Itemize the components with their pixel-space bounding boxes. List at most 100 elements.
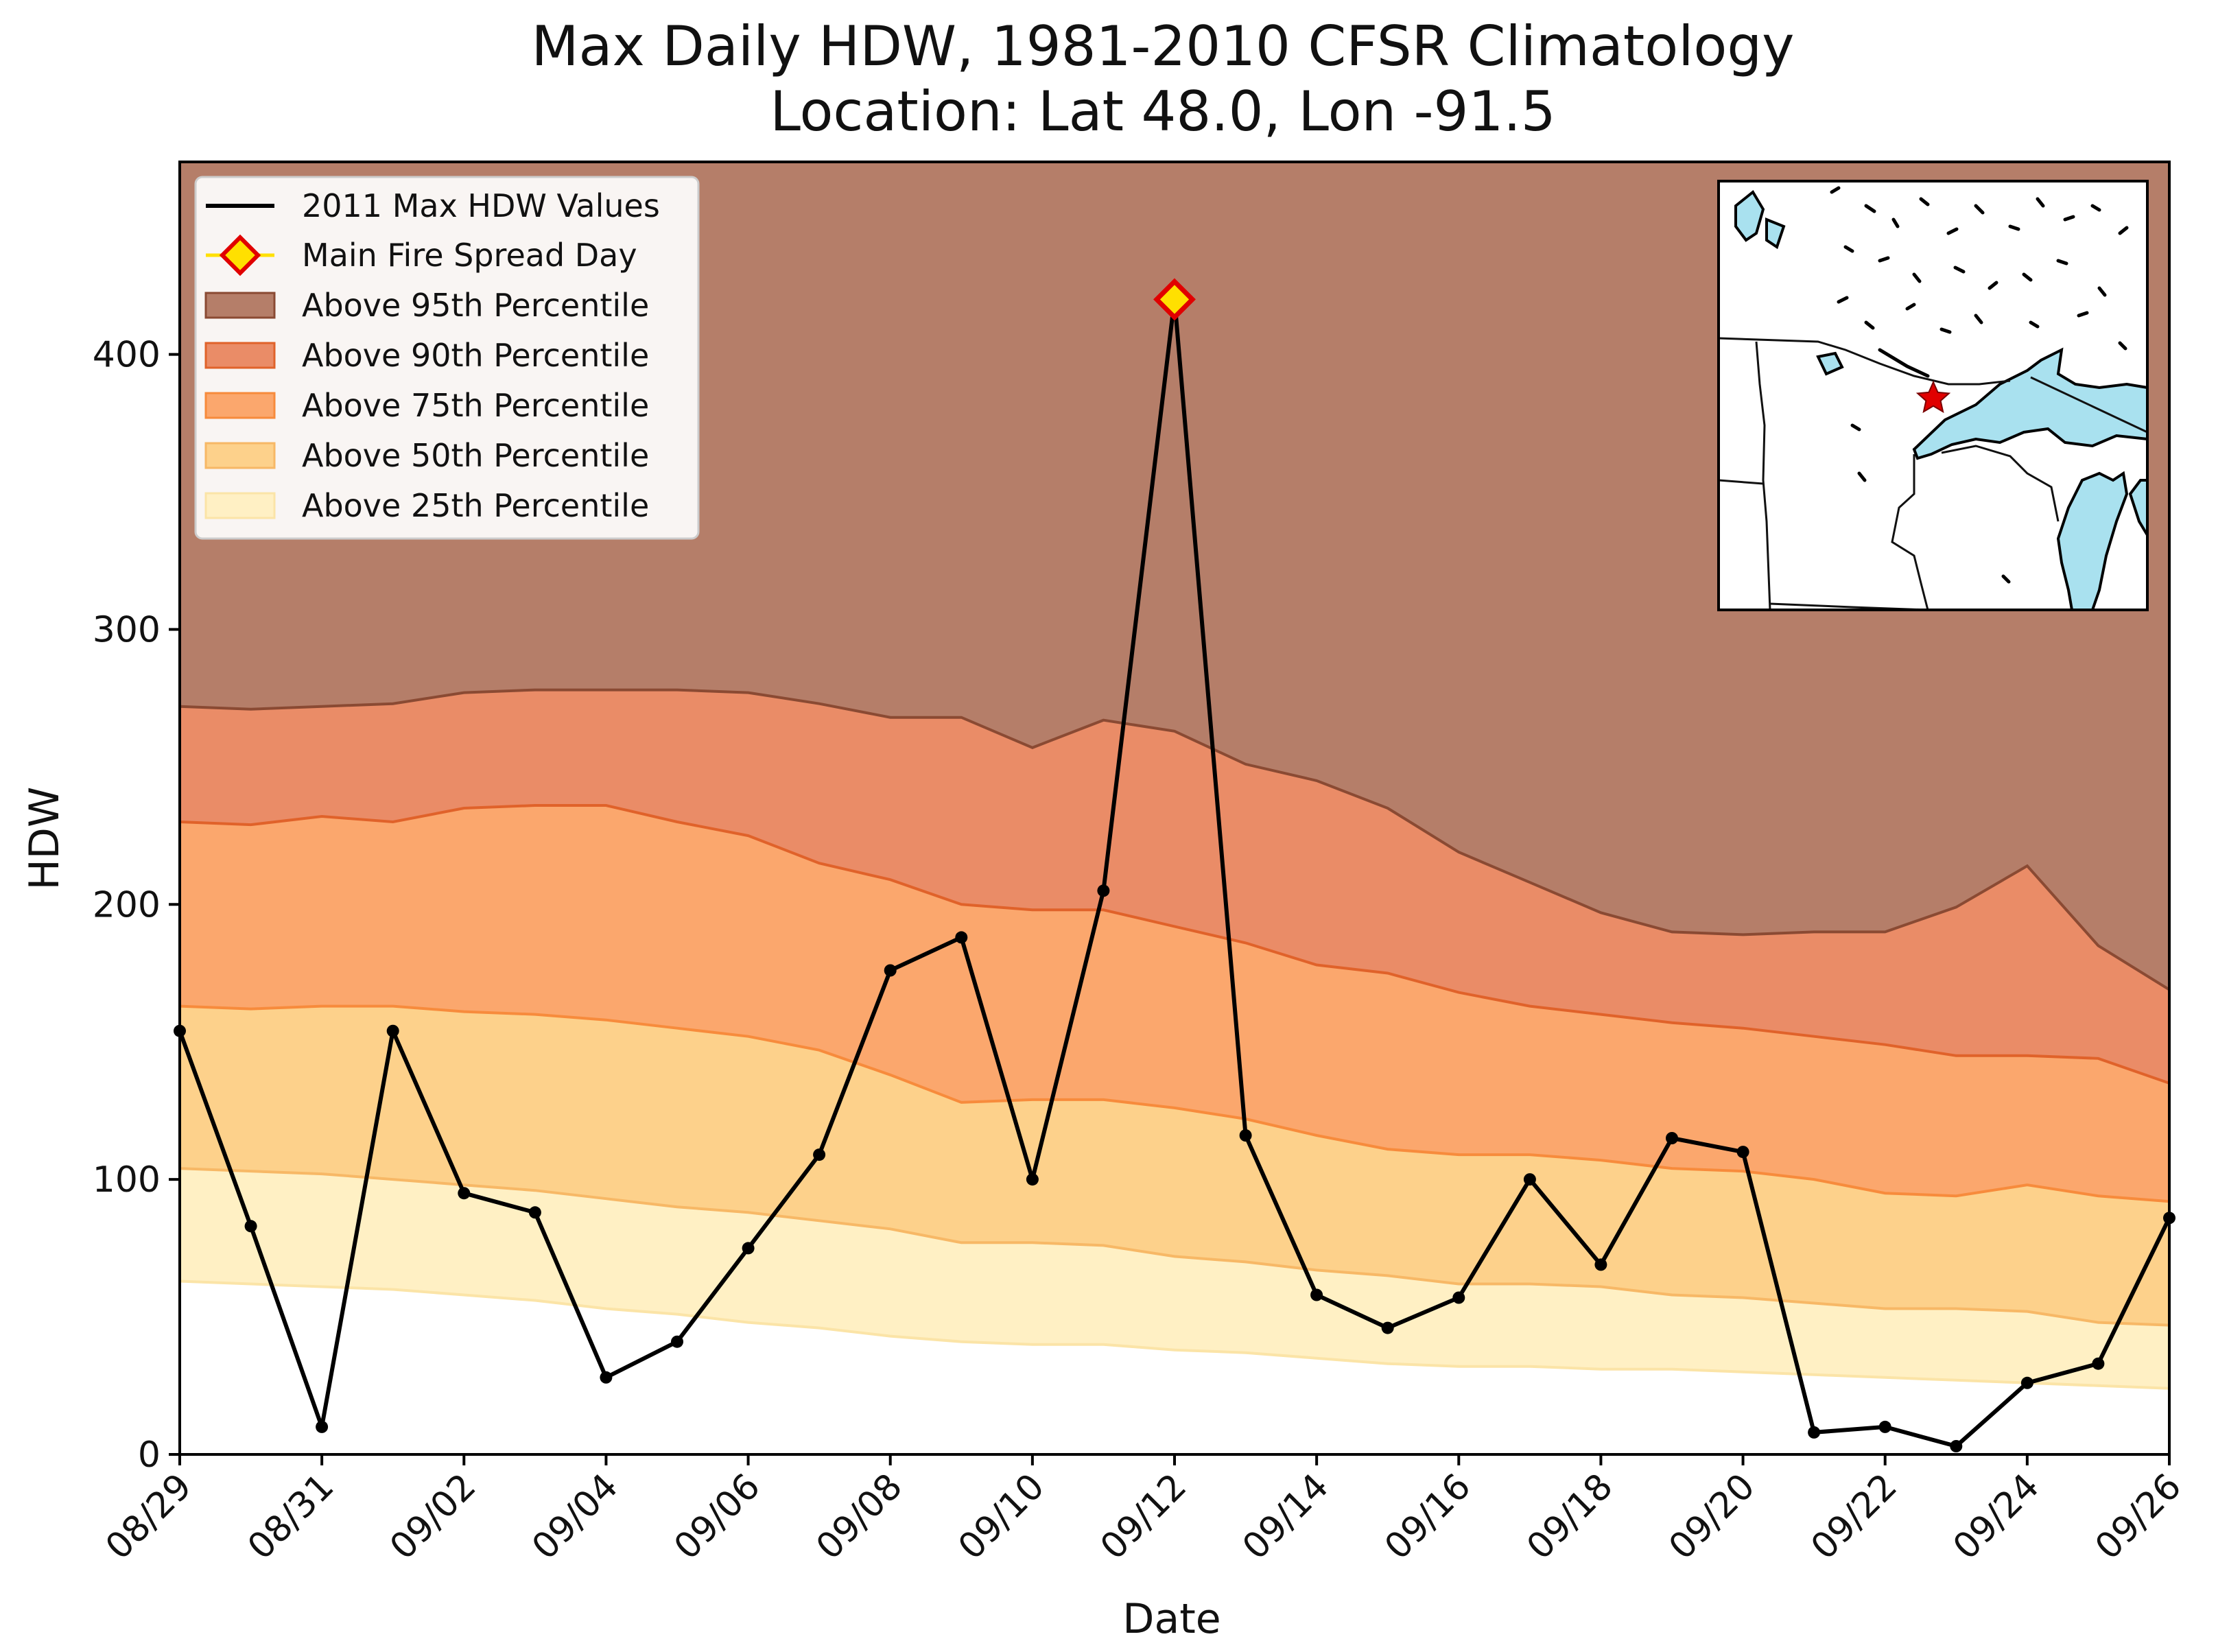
x-tick-label: 09/10 [951, 1466, 1052, 1568]
islet [1974, 204, 1985, 215]
islet [1864, 204, 1876, 213]
legend-label-line: 2011 Max HDW Values [302, 187, 660, 224]
band-edge-p90 [179, 804, 2170, 1085]
data-point-09-11 [1097, 884, 1110, 897]
small-lakes [1830, 186, 2129, 584]
y-tick-label: 0 [138, 1435, 161, 1476]
data-point-09-05 [671, 1335, 683, 1348]
x-tick-label: 09/14 [1235, 1466, 1336, 1568]
legend-label-p90: Above 90th Percentile [302, 337, 649, 374]
x-tick-label: 09/04 [524, 1466, 626, 1568]
data-point-09-18 [1594, 1258, 1607, 1271]
y-tick-label: 400 [93, 335, 161, 376]
border-wi-mi [1941, 445, 2060, 522]
data-point-09-25 [2092, 1357, 2105, 1370]
islet [2118, 341, 2127, 351]
data-point-09-19 [1666, 1132, 1678, 1144]
border-mn-nd [1755, 341, 1771, 611]
data-point-09-13 [1239, 1129, 1252, 1142]
data-point-09-16 [1452, 1291, 1465, 1304]
islet [2063, 215, 2075, 222]
islet [2118, 226, 2129, 235]
band-above-75th-percentile [180, 805, 2169, 1202]
data-point-09-10 [1026, 1173, 1039, 1186]
x-tick-label: 09/08 [809, 1466, 910, 1568]
legend-marker-swatch [219, 234, 261, 276]
x-axis-label: Date [1122, 1595, 1220, 1643]
islet [2036, 197, 2045, 208]
data-point-08-30 [244, 1220, 257, 1233]
legend-swatch-p95 [204, 292, 276, 319]
lake-winnipeg [1734, 190, 1765, 242]
data-point-09-17 [1523, 1173, 1536, 1186]
us-canada-border [1718, 337, 2011, 386]
islet [1905, 303, 1916, 311]
x-tick-label: 09/12 [1093, 1466, 1194, 1568]
data-point-09-22 [1878, 1420, 1891, 1433]
islet [2008, 224, 2020, 231]
x-tick-label: 09/22 [1804, 1466, 1905, 1568]
chart-title: Max Daily HDW, 1981-2010 CFSR Climatolog… [531, 14, 1794, 78]
band-above-90th-percentile [180, 689, 2169, 1083]
border-on-qc [2030, 376, 2148, 434]
data-point-09-23 [1950, 1440, 1963, 1452]
x-tick-label: 09/16 [1377, 1466, 1478, 1568]
legend-box [194, 176, 700, 540]
legend-swatch-p75 [204, 392, 276, 419]
data-point-09-02 [458, 1187, 471, 1200]
y-tick-label: 100 [93, 1159, 161, 1201]
inset-map-frame [1717, 180, 2149, 611]
x-tick-label: 09/24 [1946, 1466, 2047, 1568]
legend-label-p95: Above 95th Percentile [302, 287, 649, 324]
legend-swatch-p90 [204, 342, 276, 369]
data-point-09-09 [955, 931, 968, 944]
legend-label-p50: Above 50th Percentile [302, 437, 649, 474]
islet [1974, 314, 1983, 324]
data-line-layer [174, 278, 2175, 1452]
x-tick-label: 09/26 [2088, 1466, 2189, 1568]
x-tick-label: 08/31 [240, 1466, 342, 1568]
data-point-09-24 [2020, 1376, 2033, 1389]
y-axis-label: HDW [21, 787, 69, 890]
data-point-09-15 [1381, 1321, 1394, 1334]
islet [1843, 245, 1854, 253]
islet [2090, 204, 2101, 212]
legend-swatch-p25 [204, 492, 276, 519]
islet [1878, 348, 1930, 378]
data-point-09-08 [884, 964, 897, 977]
band-edge-p75 [179, 1004, 2170, 1203]
band-above-25th-percentile [180, 1168, 2169, 1389]
islet [1939, 327, 1952, 334]
data-point-08-31 [316, 1420, 329, 1433]
islet [2077, 311, 2089, 318]
islet [1837, 296, 1849, 304]
x-tick-label: 09/20 [1661, 1466, 1762, 1568]
band-edge-p95 [179, 688, 2171, 991]
islet [1878, 256, 1890, 263]
data-point-09-14 [1310, 1288, 1323, 1301]
location-star-marker [1915, 380, 1951, 414]
legend-label-marker: Main Fire Spread Day [302, 237, 637, 274]
islet [2001, 574, 2011, 584]
band-edge-p25 [179, 1279, 2170, 1390]
x-tick-label: 09/06 [666, 1466, 768, 1568]
data-point-09-20 [1736, 1146, 1749, 1159]
data-point-09-01 [386, 1024, 399, 1037]
band-edge-p50 [179, 1167, 2170, 1327]
state-borders [1718, 337, 2148, 611]
main-fire-spread-marker [1153, 278, 1196, 321]
x-tick-label: 09/18 [1519, 1466, 1620, 1568]
legend: 2011 Max HDW Values Main Fire Spread Day… [194, 176, 700, 540]
islet [1864, 320, 1875, 330]
islet [2029, 320, 2040, 329]
chart-subtitle: Location: Lat 48.0, Lon -91.5 [770, 80, 1555, 143]
islet [1919, 197, 1930, 206]
data-point-09-06 [742, 1242, 755, 1255]
legend-label-p75: Above 75th Percentile [302, 387, 649, 424]
border-ia [1718, 479, 1764, 485]
x-tick-label: 08/29 [98, 1466, 200, 1568]
islet [2097, 286, 2107, 297]
islet [1857, 471, 1867, 482]
islet [1953, 266, 1966, 274]
